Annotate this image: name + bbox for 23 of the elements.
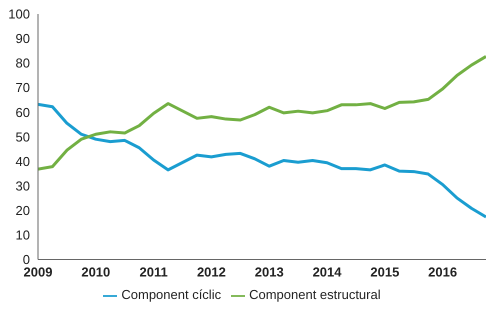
y-tick-label: 100: [8, 6, 30, 22]
y-tick-label: 30: [16, 178, 30, 194]
y-tick-label: 50: [16, 129, 30, 144]
y-tick-label: 60: [16, 104, 30, 120]
x-tick-label: 2010: [81, 264, 110, 280]
line-series: [38, 102, 486, 218]
x-tick-label: 2014: [312, 264, 342, 280]
y-tick-label: 80: [16, 56, 30, 71]
legend-label: Component estructural: [249, 287, 381, 302]
x-tick-label: 2013: [254, 264, 284, 280]
x-tick-label: 2015: [370, 264, 400, 280]
x-tick-label: 2016: [428, 264, 458, 280]
line-series: [38, 54, 486, 171]
y-tick-label: 40: [16, 154, 30, 169]
y-tick-label: 20: [16, 202, 30, 218]
y-tick-label: 0: [22, 252, 30, 268]
x-tick-label: 2011: [140, 264, 168, 280]
x-tick-label: 2012: [196, 264, 226, 280]
y-tick-label: 90: [16, 31, 30, 46]
y-tick-label: 70: [16, 80, 30, 96]
x-tick-label: 2009: [24, 264, 52, 280]
legend-label: Component cíclic: [121, 287, 222, 302]
y-tick-label: 10: [16, 228, 30, 243]
